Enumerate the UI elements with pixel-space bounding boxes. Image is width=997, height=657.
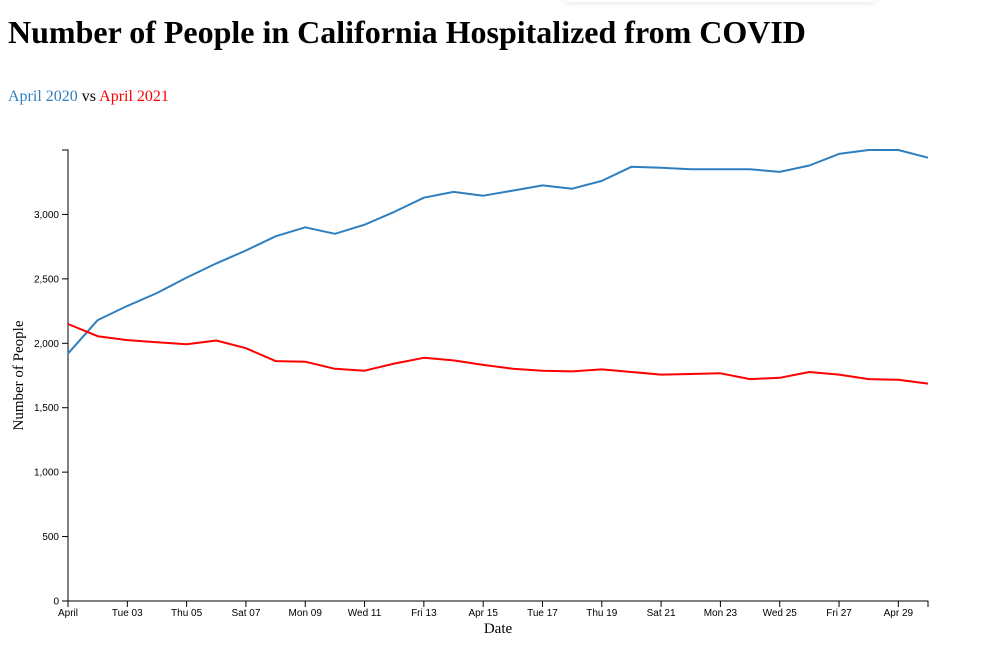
y-tick-label: 1,000: [34, 468, 59, 479]
y-tick-label: 500: [42, 532, 59, 543]
x-tick-label: Thu 19: [586, 608, 618, 619]
y-tick-label: 2,500: [34, 274, 59, 285]
x-tick-label: Wed 11: [348, 608, 382, 619]
x-tick-label: Wed 25: [763, 608, 798, 619]
x-tick-label: Tue 17: [527, 608, 558, 619]
y-tick-label: 3,000: [34, 210, 59, 221]
top-overlay-shadow: [565, 0, 875, 2]
x-axis: April Tue 03 Thu 05 Sat 07 Mon 09 Wed 11 Fri 1…: [58, 600, 929, 619]
x-tick-label: Mon 23: [704, 608, 738, 619]
x-axis-title: Date: [484, 621, 513, 637]
x-axis-line: [67, 600, 929, 607]
subtitle-series-2021: April 2021: [99, 88, 169, 105]
y-tick-label: 2,000: [34, 339, 59, 350]
chart-subtitle: April 2020 vs April 2021: [8, 88, 169, 106]
y-axis-line: [62, 149, 69, 602]
y-axis: 0 500 1,000 1,500 2,000 2,500 3,000: [34, 149, 69, 608]
subtitle-vs: vs: [81, 88, 97, 105]
series-line-april-2020: [67, 149, 929, 355]
y-tick-label: 0: [53, 597, 59, 608]
series-line-april-2021: [67, 323, 929, 385]
x-tick-label: Tue 03: [112, 608, 143, 619]
x-tick-label: Apr 15: [468, 608, 498, 619]
x-tick-label: Mon 09: [289, 608, 323, 619]
y-axis-title: Number of People: [11, 320, 27, 430]
x-tick-label: Fri 13: [411, 608, 437, 619]
y-tick-label: 1,500: [34, 403, 59, 414]
x-tick-label: Fri 27: [826, 608, 852, 619]
x-tick-label: Sat 07: [231, 608, 260, 619]
series-layer: [67, 149, 929, 385]
x-tick-label: April: [58, 608, 78, 619]
x-tick-label: Sat 21: [647, 608, 676, 619]
page-title: Number of People in California Hospitali…: [8, 14, 806, 50]
x-tick-label: Apr 29: [884, 608, 914, 619]
x-tick-label: Thu 05: [171, 608, 203, 619]
subtitle-series-2020: April 2020: [8, 88, 78, 105]
